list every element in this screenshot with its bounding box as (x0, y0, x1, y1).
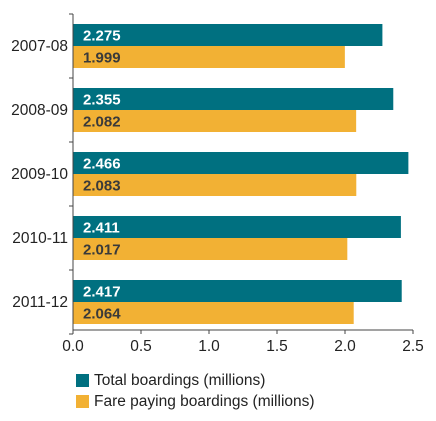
category-label-2010-11: 2010-11 (12, 230, 68, 247)
category-label-2011-12: 2011-12 (12, 294, 68, 311)
axes-group: 2007-08 2008-09 2009-10 2010-11 2011-12 0.0 0.… (11, 13, 424, 355)
bars-group: 2.275 1.999 2.355 2.082 2.466 2.083 2.411 2.017… (73, 24, 409, 324)
data-label-fare-2007-08: 1.999 (83, 50, 121, 67)
legend: Total boardings (millions) Fare paying b… (76, 370, 426, 412)
data-label-total-2009-10: 2.466 (83, 156, 121, 173)
legend-item-total: Total boardings (millions) (76, 370, 426, 391)
legend-label-fare: Fare paying boardings (millions) (94, 392, 315, 410)
data-label-total-2007-08: 2.275 (83, 28, 121, 45)
x-tick-label: 2.5 (402, 338, 424, 355)
data-label-total-2010-11: 2.411 (83, 220, 120, 237)
bar-total-2007-08 (73, 24, 383, 46)
legend-item-fare: Fare paying boardings (millions) (76, 391, 426, 412)
data-label-total-2011-12: 2.417 (83, 284, 121, 301)
data-label-total-2008-09: 2.355 (83, 92, 121, 109)
legend-label-total: Total boardings (millions) (94, 371, 266, 389)
bar-total-2011-12 (73, 280, 402, 302)
category-label-2008-09: 2008-09 (11, 102, 68, 119)
bar-total-2010-11 (73, 216, 401, 238)
legend-swatch-fare (76, 395, 89, 408)
bar-total-2008-09 (73, 88, 394, 110)
x-tick-label: 1.5 (266, 338, 288, 355)
category-label-2009-10: 2009-10 (11, 166, 68, 183)
data-label-fare-2008-09: 2.082 (83, 114, 121, 131)
x-tick-label: 0.0 (62, 338, 84, 355)
x-tick-label: 1.0 (198, 338, 220, 355)
bar-fare-2010-11 (73, 238, 348, 260)
bar-fare-2009-10 (73, 174, 357, 196)
bar-fare-2011-12 (73, 302, 354, 324)
bar-fare-2008-09 (73, 110, 357, 132)
bar-fare-2007-08 (73, 46, 345, 68)
data-label-fare-2010-11: 2.017 (83, 242, 121, 259)
legend-swatch-total (76, 374, 89, 387)
category-label-2007-08: 2007-08 (11, 38, 68, 55)
x-tick-label: 0.5 (130, 338, 152, 355)
bar-total-2009-10 (73, 152, 409, 174)
x-tick-label: 2.0 (334, 338, 356, 355)
data-label-fare-2009-10: 2.083 (83, 178, 121, 195)
data-label-fare-2011-12: 2.064 (83, 306, 121, 323)
